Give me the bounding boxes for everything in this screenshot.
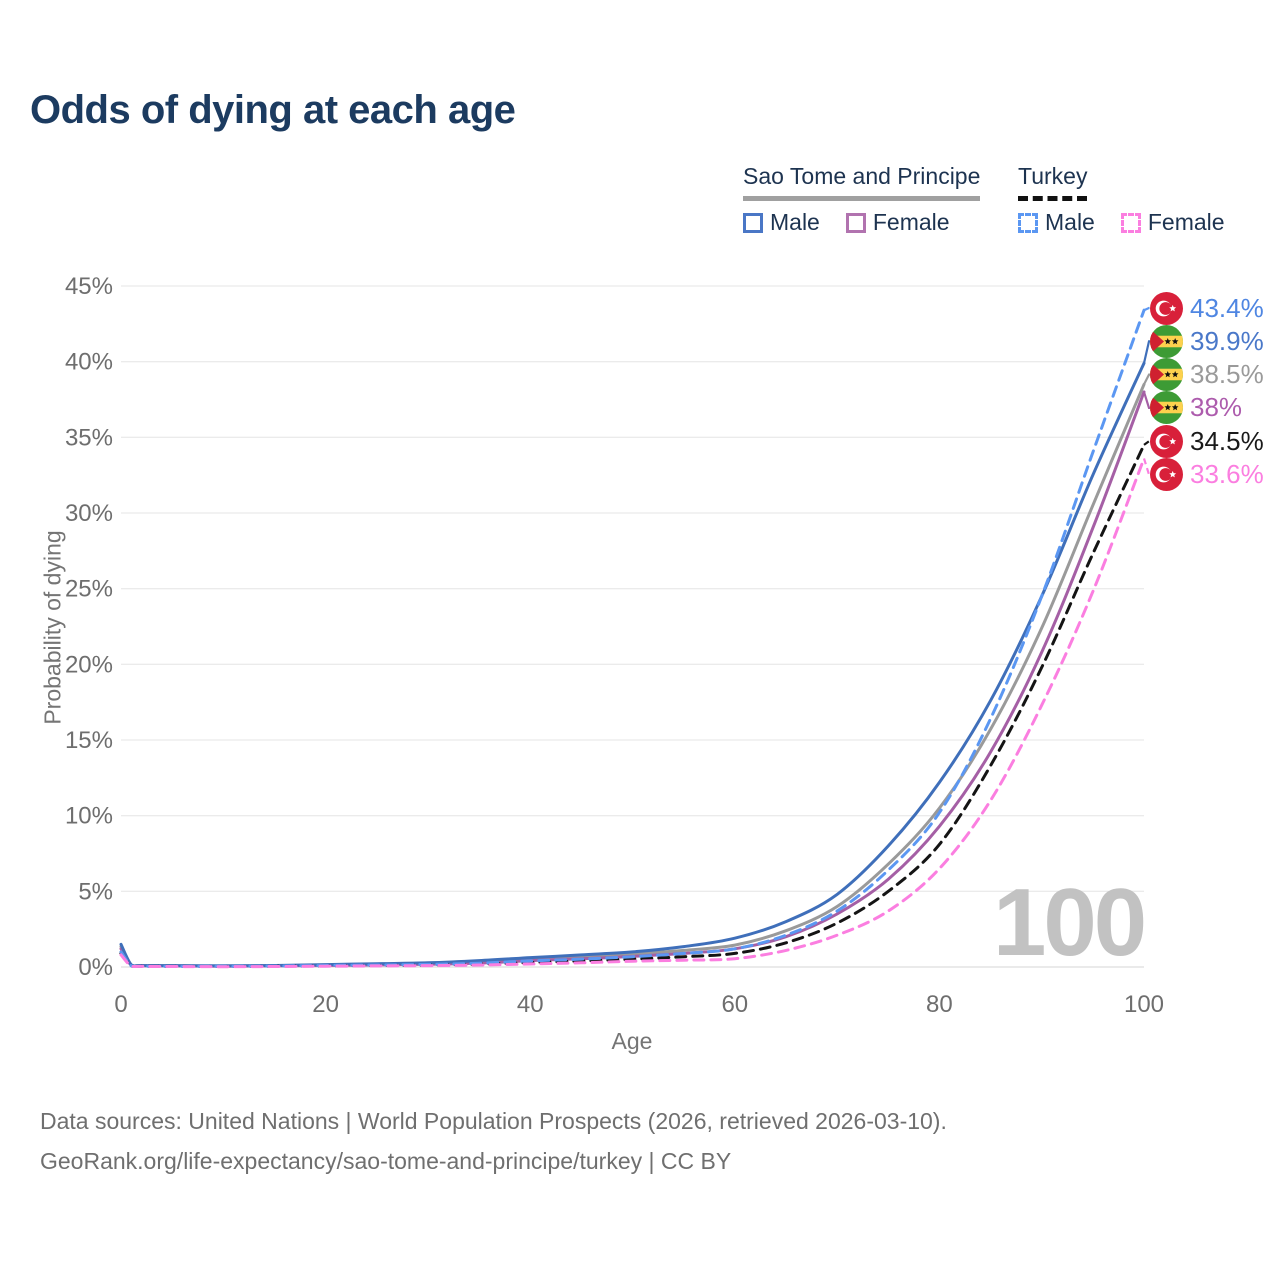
turkey-flag-icon [1150, 458, 1183, 491]
stp-male-swatch-icon [743, 212, 763, 233]
page-title: Odds of dying at each age [30, 88, 516, 132]
turkey-male-swatch-icon [1018, 212, 1038, 233]
legend-entry-stp-female[interactable]: Female [845, 209, 950, 236]
series-line-tur_t [119, 443, 1146, 969]
x-tick-label: 0 [114, 991, 127, 1018]
y-tick-label: 30% [65, 500, 113, 527]
legend-entries-sao-tome: Male Female [743, 209, 980, 236]
data-source-line-1: Data sources: United Nations | World Pop… [40, 1108, 947, 1134]
y-tick-label: 0% [78, 954, 113, 981]
end-label-row-tur_f: 33.6% [1150, 458, 1264, 491]
legend-entry-label: Male [770, 209, 820, 235]
series-line-stp_f [119, 390, 1146, 968]
y-tick-label: 45% [65, 273, 113, 300]
legend-entries-turkey: Male Female [1018, 209, 1225, 236]
y-tick-label: 40% [65, 349, 113, 376]
legend-entry-turkey-female[interactable]: Female [1120, 209, 1225, 236]
series-line-tur_f [119, 457, 1146, 969]
turkey-female-swatch-icon [1120, 212, 1141, 233]
end-label-connector [1142, 458, 1153, 476]
sao-tome-flag-icon [1150, 358, 1183, 392]
legend-entry-label: Male [1045, 209, 1095, 235]
x-tick-label: 60 [721, 991, 748, 1018]
end-label-row-stp_f: 38% [1150, 391, 1243, 425]
end-value-label: 43.4% [1190, 292, 1264, 323]
x-tick-label: 20 [312, 991, 339, 1018]
y-tick-label: 20% [65, 651, 113, 678]
y-tick-label: 5% [78, 878, 113, 905]
legend-group-turkey: Turkey Male Female [1018, 163, 1225, 236]
end-value-label: 33.6% [1190, 459, 1264, 489]
end-label-connector [1143, 440, 1153, 446]
legend-entry-label: Female [1147, 209, 1225, 235]
y-tick-label: 25% [65, 576, 113, 603]
legend-group-sao-tome: Sao Tome and Principe Male Female [743, 163, 981, 236]
age-counter-watermark: 100 [993, 869, 1147, 976]
sao-tome-flag-icon [1150, 324, 1183, 358]
legend-group-turkey-label: Turkey [1018, 163, 1088, 201]
series-curves [119, 308, 1146, 969]
sao-tome-flag-icon [1150, 391, 1183, 425]
x-tick-label: 100 [1124, 991, 1164, 1018]
y-tick-label: 15% [65, 727, 113, 754]
end-label-row-stp_m: 39.9% [1150, 324, 1264, 358]
end-value-label: 38.5% [1190, 359, 1264, 390]
end-label-row-tur_t: 34.5% [1150, 424, 1264, 458]
end-label-connector [1143, 306, 1153, 312]
x-tick-label: 80 [926, 991, 953, 1018]
gridlines: 0% 5% 10% 15% 20% 25% 30% 35% 40% 45% 0 20 40 60 80 100 [65, 273, 1164, 1018]
end-value-label: 34.5% [1190, 425, 1264, 456]
turkey-flag-icon [1150, 424, 1183, 458]
x-tick-label: 40 [517, 991, 544, 1018]
end-value-label: 38% [1190, 392, 1243, 423]
series-line-tur_m [119, 308, 1146, 968]
end-label-row-stp_t: 38.5% [1150, 358, 1264, 392]
turkey-flag-icon [1150, 291, 1183, 325]
series-line-stp_t [119, 382, 1146, 968]
legend-group-sao-tome-label: Sao Tome and Principe [743, 163, 981, 201]
y-axis-title: Probability of dying [39, 530, 66, 725]
end-label-row-tur_m: 43.4% [1150, 291, 1264, 325]
legend-entry-stp-male[interactable]: Male [743, 209, 820, 236]
x-axis-title: Age [611, 1028, 653, 1054]
y-tick-label: 35% [65, 424, 113, 451]
data-source-line-2: GeoRank.org/life-expectancy/sao-tome-and… [40, 1148, 732, 1174]
legend-entry-turkey-male[interactable]: Male [1018, 209, 1095, 236]
legend-entry-label: Female [872, 209, 950, 235]
stp-female-swatch-icon [845, 212, 866, 233]
y-tick-label: 10% [65, 803, 113, 830]
end-value-label: 39.9% [1190, 325, 1264, 356]
